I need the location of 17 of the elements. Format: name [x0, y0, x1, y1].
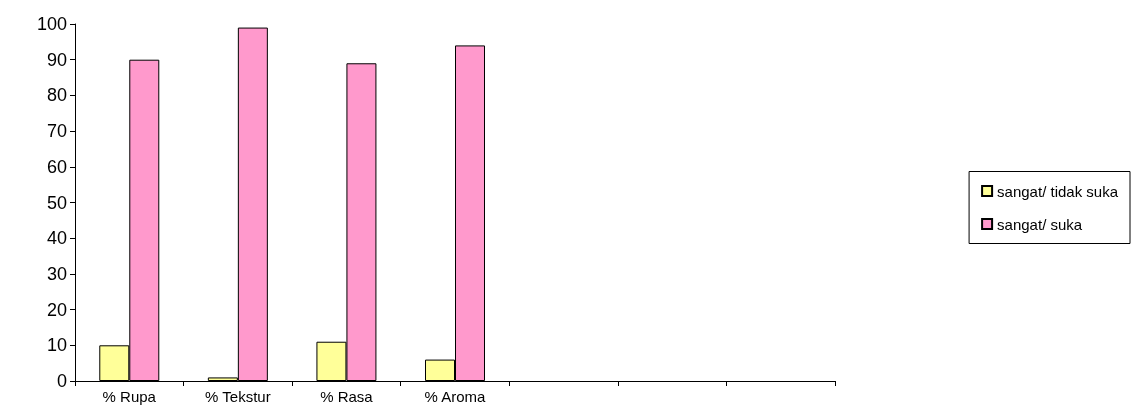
- x-tick-label: % Rupa: [102, 388, 157, 405]
- y-tick-label: 60: [46, 156, 67, 177]
- legend-label: sangat/ tidak suka: [997, 182, 1119, 200]
- y-tick-label: 40: [46, 228, 67, 249]
- x-tick-label: % Rasa: [320, 388, 374, 405]
- y-tick-label: 20: [46, 299, 67, 320]
- y-tick-label: 70: [46, 121, 67, 142]
- legend-label: sangat/ suka: [997, 215, 1083, 233]
- y-tick-label: 90: [46, 49, 67, 70]
- x-tick-label: % Aroma: [424, 388, 487, 405]
- y-tick-label: 50: [46, 192, 67, 213]
- x-tick-label: % Tekstur: [205, 388, 271, 405]
- y-tick-label: 30: [46, 263, 67, 284]
- y-tick-label: 100: [36, 14, 67, 34]
- y-tick-label: 10: [46, 335, 67, 356]
- y-tick-label: 0: [56, 371, 67, 391]
- y-tick-label: 80: [46, 85, 67, 106]
